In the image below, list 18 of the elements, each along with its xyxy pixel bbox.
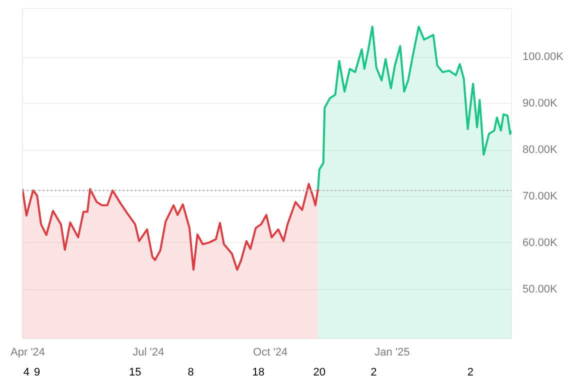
x2-tick-label: 20 — [313, 366, 326, 378]
x2-tick-label: 18 — [252, 366, 265, 378]
x2-tick-label: 15 — [129, 366, 142, 378]
x-tick-label: Jul '24 — [132, 346, 164, 358]
x-tick-label: Apr '24 — [10, 346, 46, 358]
x-tick-label: Oct '24 — [253, 346, 288, 358]
x2-tick-label: 9 — [34, 366, 40, 378]
y-tick-label: 50.00K — [522, 283, 558, 296]
y-tick-label: 90.00K — [522, 98, 558, 110]
x2-tick-label: 2 — [370, 366, 377, 378]
y-tick-label: 60.00K — [522, 236, 558, 249]
y-tick-label: 100.00K — [522, 51, 564, 64]
x2-tick-label: 8 — [188, 366, 194, 378]
x2-tick-label: 2 — [467, 366, 474, 378]
y-tick-label: 70.00K — [522, 190, 558, 202]
x2-tick-label: 4 — [23, 366, 30, 378]
x-tick-label: Jan '25 — [374, 346, 410, 358]
y-tick-label: 80.00K — [522, 144, 558, 156]
